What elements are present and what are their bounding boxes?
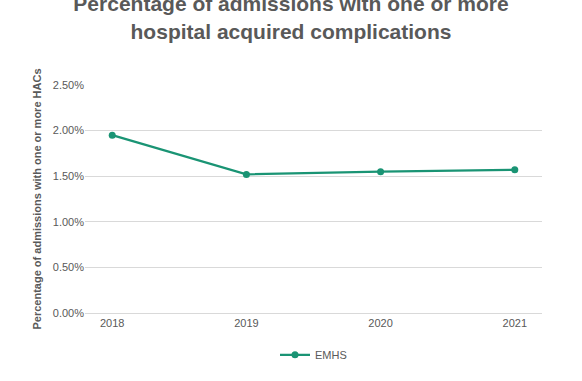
svg-text:Percentage of admissions with: Percentage of admissions with one or mor… bbox=[31, 68, 43, 329]
svg-text:2019: 2019 bbox=[234, 317, 258, 329]
svg-text:2.50%: 2.50% bbox=[53, 79, 84, 91]
svg-text:2021: 2021 bbox=[503, 317, 527, 329]
svg-text:0.00%: 0.00% bbox=[53, 307, 84, 319]
svg-text:EMHS: EMHS bbox=[315, 349, 347, 361]
svg-text:2018: 2018 bbox=[100, 317, 124, 329]
svg-text:1.00%: 1.00% bbox=[53, 216, 84, 228]
svg-text:2020: 2020 bbox=[368, 317, 392, 329]
svg-text:2.00%: 2.00% bbox=[53, 124, 84, 136]
svg-text:0.50%: 0.50% bbox=[53, 261, 84, 273]
svg-text:1.50%: 1.50% bbox=[53, 170, 84, 182]
svg-text:Percentage of admissions with: Percentage of admissions with one or mor… bbox=[73, 0, 508, 43]
